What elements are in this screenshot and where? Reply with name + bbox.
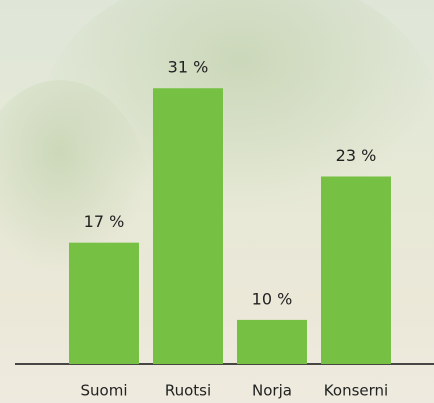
bar <box>321 176 391 364</box>
bar <box>237 319 307 364</box>
x-tick-label: Ruotsi <box>165 382 211 400</box>
value-label: 31 % <box>168 58 209 77</box>
x-tick-label: Konserni <box>324 382 388 400</box>
value-label: 17 % <box>84 212 125 231</box>
x-tick-label: Norja <box>252 382 292 400</box>
value-label: 23 % <box>336 146 377 165</box>
value-label: 10 % <box>252 289 293 308</box>
x-tick-label: Suomi <box>81 382 128 400</box>
bar <box>153 88 223 364</box>
bar <box>69 242 139 364</box>
